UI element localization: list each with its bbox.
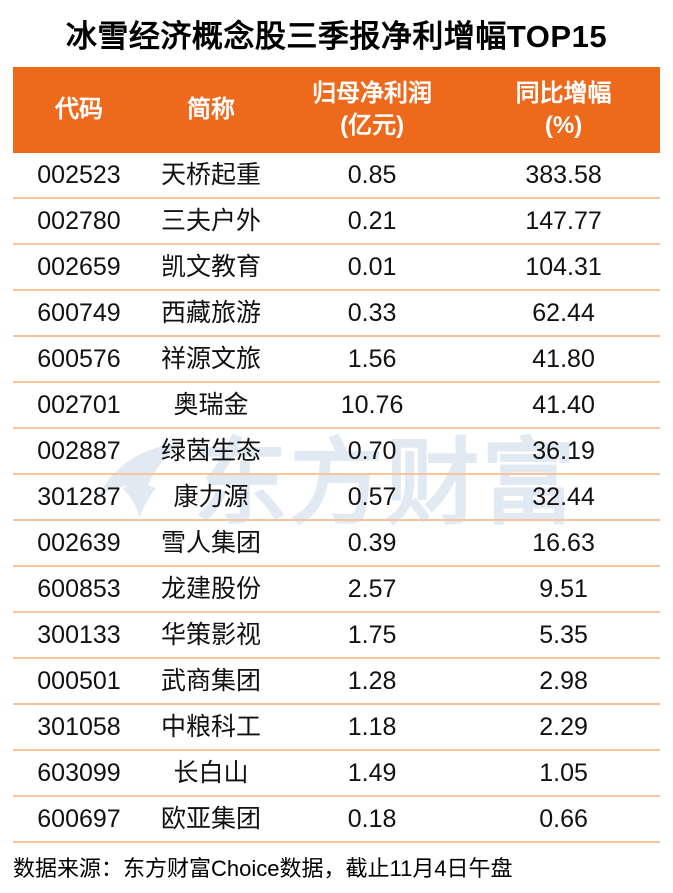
table-row: 002659 凯文教育 0.01 104.31 (13, 245, 660, 291)
yoy-growth-cell: 32.44 (532, 482, 595, 511)
yoy-growth-cell: 16.63 (532, 528, 595, 557)
stocks-table: 代码 简称 归母净利润 (亿元) 同比增幅 (%) 002523 天桥起重 0.… (13, 67, 660, 843)
stock-name-cell: 西藏旅游 (160, 298, 261, 327)
net-profit-cell: 0.18 (347, 804, 397, 833)
net-profit-cell: 0.33 (347, 298, 397, 327)
stock-name-cell: 长白山 (173, 758, 249, 787)
column-header-code: 代码 (54, 95, 103, 123)
stock-code-cell: 301058 (37, 712, 121, 741)
net-profit-cell: 1.18 (347, 712, 397, 741)
yoy-growth-cell: 5.35 (539, 620, 588, 649)
stock-code-cell: 002523 (37, 160, 121, 189)
stock-name-cell: 祥源文旅 (160, 344, 261, 373)
stock-name-cell: 龙建股份 (160, 574, 261, 603)
net-profit-cell: 0.85 (347, 160, 397, 189)
net-profit-cell: 1.75 (347, 620, 397, 649)
stock-code-cell: 002887 (37, 436, 121, 465)
page-title: 冰雪经济概念股三季报净利增幅TOP15 (65, 19, 608, 54)
stock-code-cell: 002659 (37, 252, 121, 281)
net-profit-cell: 1.49 (347, 758, 397, 787)
stock-name-cell: 奥瑞金 (173, 390, 249, 419)
yoy-growth-cell: 104.31 (525, 252, 602, 281)
net-profit-cell: 0.21 (347, 206, 397, 235)
table-row: 002887 绿茵生态 0.70 36.19 (13, 429, 660, 475)
table-row: 301058 中粮科工 1.18 2.29 (13, 705, 660, 751)
yoy-growth-cell: 383.58 (525, 160, 602, 189)
yoy-growth-cell: 41.40 (532, 390, 595, 419)
stock-name-cell: 康力源 (173, 482, 249, 511)
table-body: 002523 天桥起重 0.85 383.58 002780 三夫户外 0.21… (13, 153, 660, 843)
stock-code-cell: 002701 (37, 390, 121, 419)
net-profit-cell: 10.76 (340, 390, 404, 419)
stock-name-cell: 华策影视 (160, 620, 261, 649)
table-row: 600749 西藏旅游 0.33 62.44 (13, 291, 660, 337)
stock-name-cell: 三夫户外 (160, 206, 261, 235)
net-profit-cell: 0.57 (347, 482, 397, 511)
stock-code-cell: 300133 (37, 620, 121, 649)
table-row: 603099 长白山 1.49 1.05 (13, 751, 660, 797)
data-source-note: 数据来源：东方财富Choice数据，截止11月4日午盘 (13, 856, 513, 881)
yoy-growth-cell: 147.77 (525, 206, 602, 235)
stock-name-cell: 绿茵生态 (160, 436, 261, 465)
stock-name-cell: 凯文教育 (160, 252, 261, 281)
table-row: 600853 龙建股份 2.57 9.51 (13, 567, 660, 613)
net-profit-cell: 0.01 (347, 252, 397, 281)
table-row: 000501 武商集团 1.28 2.98 (13, 659, 660, 705)
stock-code-cell: 600697 (37, 804, 121, 833)
table-row: 300133 华策影视 1.75 5.35 (13, 613, 660, 659)
table-row: 301287 康力源 0.57 32.44 (13, 475, 660, 521)
net-profit-cell: 1.28 (347, 666, 397, 695)
column-header-yoy-growth: 同比增幅 (%) (515, 79, 612, 139)
table-row: 002701 奥瑞金 10.76 41.40 (13, 383, 660, 429)
title-bar: 冰雪经济概念股三季报净利增幅TOP15 (0, 0, 673, 67)
yoy-growth-cell: 0.66 (539, 804, 588, 833)
yoy-growth-cell: 41.80 (532, 344, 595, 373)
stock-code-cell: 002639 (37, 528, 121, 557)
stock-name-cell: 欧亚集团 (160, 804, 261, 833)
table-row: 600576 祥源文旅 1.56 41.80 (13, 337, 660, 383)
stock-name-cell: 天桥起重 (160, 160, 261, 189)
yoy-growth-cell: 9.51 (539, 574, 588, 603)
table-row: 002523 天桥起重 0.85 383.58 (13, 153, 660, 199)
stock-code-cell: 600576 (37, 344, 121, 373)
net-profit-cell: 1.56 (347, 344, 397, 373)
stock-code-cell: 000501 (37, 666, 121, 695)
stock-code-cell: 600749 (37, 298, 121, 327)
net-profit-cell: 2.57 (347, 574, 397, 603)
stock-code-cell: 603099 (37, 758, 121, 787)
stock-name-cell: 雪人集团 (160, 528, 261, 557)
net-profit-cell: 0.70 (347, 436, 397, 465)
stock-code-cell: 600853 (37, 574, 121, 603)
net-profit-cell: 0.39 (347, 528, 397, 557)
stock-code-cell: 301287 (37, 482, 121, 511)
yoy-growth-cell: 2.29 (539, 712, 588, 741)
yoy-growth-cell: 1.05 (539, 758, 588, 787)
table-row: 002780 三夫户外 0.21 147.77 (13, 199, 660, 245)
table-row: 600697 欧亚集团 0.18 0.66 (13, 797, 660, 843)
stock-code-cell: 002780 (37, 206, 121, 235)
table-header: 代码 简称 归母净利润 (亿元) 同比增幅 (%) (13, 67, 660, 153)
stock-name-cell: 武商集团 (160, 666, 261, 695)
column-header-net-profit: 归母净利润 (亿元) (312, 79, 433, 139)
yoy-growth-cell: 62.44 (532, 298, 595, 327)
yoy-growth-cell: 36.19 (532, 436, 595, 465)
stock-name-cell: 中粮科工 (160, 712, 261, 741)
yoy-growth-cell: 2.98 (539, 666, 588, 695)
table-row: 002639 雪人集团 0.39 16.63 (13, 521, 660, 567)
column-header-name: 简称 (186, 95, 235, 123)
